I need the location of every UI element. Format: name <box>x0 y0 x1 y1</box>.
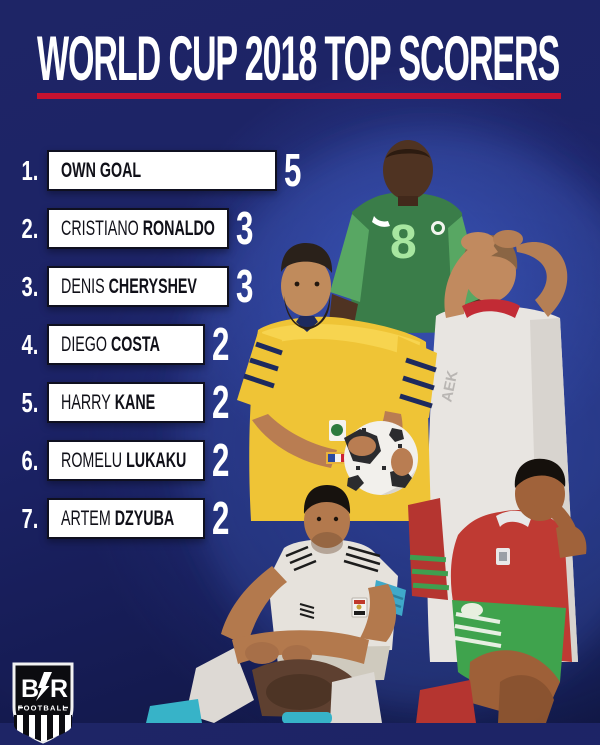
nigeria-jersey-number: 8 <box>390 216 417 269</box>
logo-stripes <box>14 715 72 742</box>
scorer-row: 2. CRISTIANO RONALDO 3 <box>0 202 600 254</box>
goals-count: 2 <box>212 318 230 370</box>
rank-label: 1. <box>21 155 38 186</box>
rank-label: 4. <box>21 329 38 360</box>
scorer-name: ARTEM DZYUBA <box>61 506 175 530</box>
scorer-bar: OWN GOAL <box>47 150 277 191</box>
rank-label: 3. <box>21 271 38 302</box>
goals-count: 2 <box>212 376 230 428</box>
scorer-row: 1. OWN GOAL 5 <box>0 144 600 196</box>
title-underline <box>37 93 561 99</box>
scorer-name: CRISTIANO RONALDO <box>61 216 215 240</box>
goals-count: 2 <box>212 434 230 486</box>
logo-subtitle: FOOTBALL <box>18 704 68 713</box>
scorer-name: DIEGO COSTA <box>61 332 160 356</box>
player-photo-collage: 8 AEK <box>146 130 600 723</box>
egypt-player-photo <box>146 485 406 723</box>
scorer-bar: CRISTIANO RONALDO <box>47 208 229 249</box>
rank-label: 6. <box>21 445 38 476</box>
logo-letter-b: B <box>21 675 39 703</box>
goals-count: 3 <box>236 260 254 312</box>
scorer-row: 5. HARRY KANE 2 <box>0 376 600 428</box>
rank-label: 5. <box>21 387 38 418</box>
top-scorers-list: 1. OWN GOAL 5 2. CRISTIANO RONALDO 3 3. … <box>0 144 600 544</box>
scorer-name: ROMELU LUKAKU <box>61 448 187 472</box>
morocco-player-photo <box>408 458 587 723</box>
rank-label: 7. <box>21 503 38 534</box>
scorer-row: 6. ROMELU LUKAKU 2 <box>0 434 600 486</box>
scorer-bar: DENIS CHERYSHEV <box>47 266 229 307</box>
scorer-row: 3. DENIS CHERYSHEV 3 <box>0 260 600 312</box>
goals-count: 2 <box>212 492 230 544</box>
scorer-name: HARRY KANE <box>61 390 156 414</box>
scorer-name: DENIS CHERYSHEV <box>61 274 197 298</box>
goals-count: 5 <box>284 144 302 196</box>
rank-label: 2. <box>21 213 38 244</box>
br-football-logo: B R FOOTBALL <box>12 662 74 744</box>
scorer-row: 4. DIEGO COSTA 2 <box>0 318 600 370</box>
scorer-bar: ARTEM DZYUBA <box>47 498 205 539</box>
poland-jersey-name: AEK <box>438 369 461 404</box>
logo-letter-r: R <box>50 675 68 703</box>
australia-player-photo <box>237 243 437 521</box>
scorer-bar: ROMELU LUKAKU <box>47 440 205 481</box>
scorer-bar: HARRY KANE <box>47 382 205 423</box>
logo-bolt-icon <box>36 672 52 701</box>
goals-count: 3 <box>236 202 254 254</box>
scorer-row: 7. ARTEM DZYUBA 2 <box>0 492 600 544</box>
scorer-bar: DIEGO COSTA <box>47 324 205 365</box>
page-title: WORLD CUP 2018 TOP SCORERS <box>37 24 560 94</box>
scorer-name: OWN GOAL <box>61 158 142 182</box>
